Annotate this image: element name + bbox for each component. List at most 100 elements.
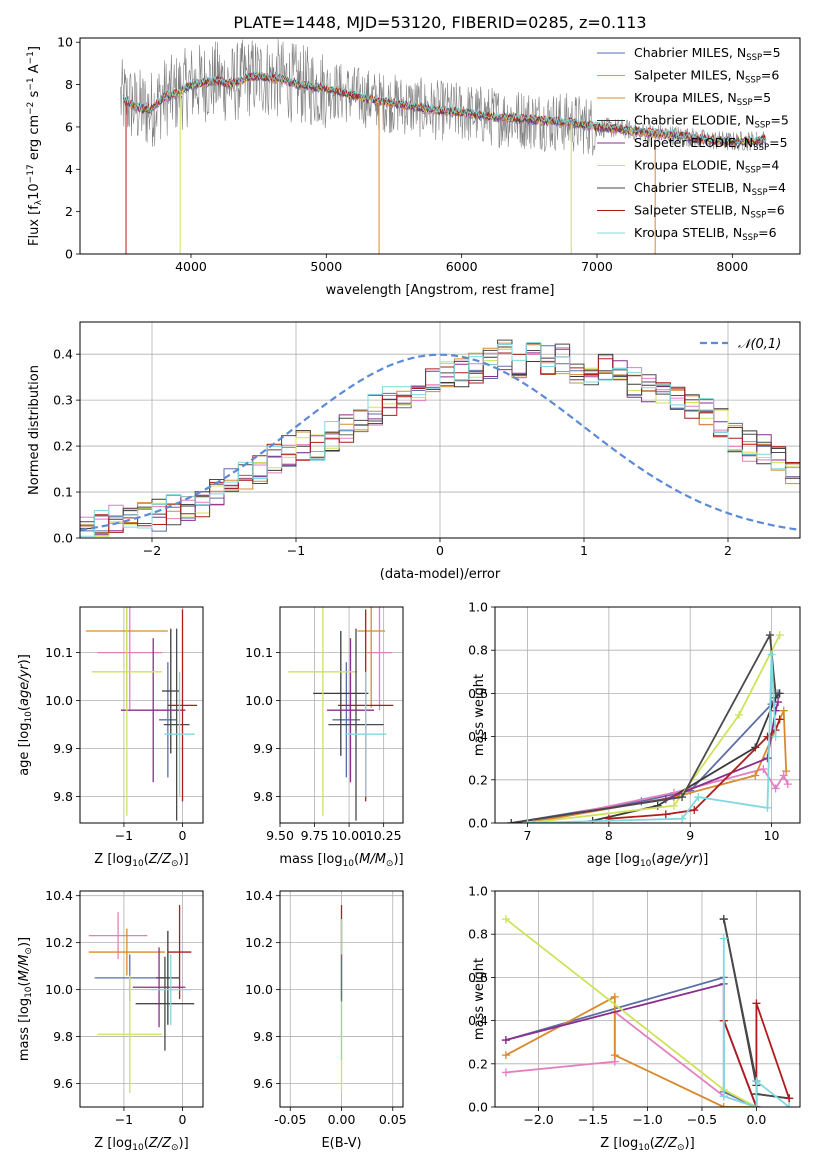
y-tick-label: 0.1 <box>53 485 73 500</box>
y-tick-label: 0.0 <box>468 1100 488 1115</box>
x-tick-label: 7 <box>524 828 532 843</box>
axes-mass-vs-Z: −1 0 9.6 9.8 10.0 10.2 10.4 Z [log10(Z/Z⊙)] mass… <box>17 888 204 1153</box>
x-tick-label: 0.05 <box>379 1112 407 1127</box>
y-axis-label: mass weight <box>472 958 487 1040</box>
x-tick-label: 1 <box>580 543 588 558</box>
plot-area <box>88 905 195 1093</box>
weight-marker <box>501 1036 510 1045</box>
y-tick-label: 9.8 <box>253 1029 273 1044</box>
legend-entry: Kroupa ELODIE, NSSP=4 <box>634 158 779 176</box>
x-axis-label: E(B-V) <box>321 1136 361 1151</box>
weight-series-line <box>527 654 777 823</box>
axes-residuals: −2 −1 0 1 2 0.0 0.1 0.2 0.3 0.4 (data-model)/error… <box>27 321 801 582</box>
y-tick-label: 9.8 <box>53 789 73 804</box>
x-tick-label: 10.25 <box>366 828 402 843</box>
y-tick-label: 9.8 <box>53 1029 73 1044</box>
histogram-step-line <box>80 343 800 533</box>
legend-entry: Chabrier STELIB, NSSP=4 <box>634 180 786 198</box>
weight-marker <box>719 934 728 943</box>
x-tick-label: 4000 <box>175 259 207 274</box>
axes-frame <box>494 606 801 824</box>
weight-marker <box>501 915 510 924</box>
x-tick-label: 8 <box>605 828 613 843</box>
x-tick-label: 7000 <box>581 259 613 274</box>
legend-entry: 𝒩(0,1) <box>738 337 781 352</box>
y-tick-label: 0 <box>65 247 73 262</box>
x-tick-label: 10 <box>764 828 780 843</box>
y-tick-label: 10 <box>57 35 73 50</box>
axes-frame <box>79 321 801 539</box>
weight-series-line <box>722 1003 790 1107</box>
y-tick-label: 8 <box>65 77 73 92</box>
y-tick-label: 4 <box>65 162 73 177</box>
x-axis-label: (data-model)/error <box>380 567 501 582</box>
weight-marker <box>771 784 780 793</box>
weight-marker <box>719 915 728 924</box>
weight-marker <box>752 1077 761 1086</box>
x-tick-label: 0 <box>436 543 444 558</box>
x-tick-label: 10.00 <box>331 828 367 843</box>
y-axis-label: mass weight <box>472 674 487 756</box>
x-tick-label: 9 <box>686 828 694 843</box>
weight-series-line <box>722 938 790 1107</box>
legend-entry: Chabrier MILES, NSSP=5 <box>634 45 781 63</box>
x-tick-label: 0.0 <box>746 1112 766 1127</box>
weight-marker <box>779 706 788 715</box>
x-tick-label: 8000 <box>716 259 748 274</box>
weight-marker <box>507 819 516 823</box>
gaussian-curve <box>80 353 800 531</box>
axes-weight-vs-age: 7 8 9 10 0.0 0.2 0.4 0.6 0.8 1.0 age [log10(age/yr… <box>468 600 801 869</box>
y-tick-label: 0.6 <box>468 970 488 985</box>
axes-spectrum: 4000 5000 6000 7000 8000 0 2 4 6 8 10 wavelength [A… <box>26 35 801 298</box>
x-tick-label: 0 <box>179 1112 187 1127</box>
y-tick-label: 10.1 <box>245 645 273 660</box>
y-tick-label: 10.0 <box>245 982 273 997</box>
weight-marker <box>779 771 788 780</box>
weight-marker <box>759 765 768 773</box>
x-tick-label: 6000 <box>446 259 478 274</box>
weight-marker <box>661 810 670 819</box>
y-tick-label: 10.1 <box>45 645 73 660</box>
legend-entry: Salpeter STELIB, NSSP=6 <box>634 203 785 221</box>
weight-marker <box>690 806 699 815</box>
x-tick-label: 0.00 <box>328 1112 356 1127</box>
x-tick-label: −1.5 <box>578 1112 608 1127</box>
y-axis-label: mass [log10(M/M⊙)] <box>17 937 34 1061</box>
x-tick-label: 2 <box>724 543 732 558</box>
legend: Chabrier MILES, NSSP=5 Salpeter MILES, NS… <box>597 45 789 243</box>
weight-marker <box>501 1051 510 1060</box>
x-tick-label: 0 <box>179 828 187 843</box>
x-tick-label: −1.0 <box>632 1112 662 1127</box>
plot-area <box>507 631 792 823</box>
axes-weight-vs-Z: −2.0 −1.5 −1.0 −0.5 0.0 0.0 0.2 0.4 0.6 0.8 1.0 Z [… <box>468 884 801 1153</box>
x-axis-label: age [log10(age/yr)] <box>587 852 709 869</box>
y-tick-label: 0.4 <box>53 347 73 362</box>
axes-frame <box>494 890 801 1108</box>
weight-marker <box>775 715 784 724</box>
weight-marker <box>765 631 774 640</box>
weight-marker <box>501 1068 510 1077</box>
plot-area <box>120 39 767 254</box>
y-tick-label: 10.0 <box>45 693 73 708</box>
y-tick-label: 0.0 <box>53 531 73 546</box>
y-axis-label: age [log10(age/yr)] <box>17 654 34 776</box>
x-tick-label: −1 <box>115 1112 133 1127</box>
y-tick-label: 0.0 <box>468 816 488 831</box>
y-tick-label: 0.3 <box>53 393 73 408</box>
y-tick-label: 0.4 <box>468 729 488 744</box>
weight-marker <box>771 732 780 741</box>
plot-area <box>80 339 800 537</box>
axes-age-vs-Z: −1 0 9.8 9.9 10.0 10.1 Z [log10(Z/Z⊙)] age [log… <box>17 606 204 869</box>
legend-entry: Kroupa STELIB, NSSP=6 <box>634 225 777 243</box>
y-tick-label: 0.2 <box>468 1056 488 1071</box>
weight-marker <box>783 780 792 789</box>
axes-frame <box>279 890 404 1108</box>
axes-frame <box>279 606 404 824</box>
y-tick-label: 1.0 <box>468 884 488 899</box>
weight-marker <box>763 754 772 763</box>
y-tick-label: 0.4 <box>468 1013 488 1028</box>
weight-marker <box>719 1103 728 1107</box>
axes-frame <box>79 890 204 1108</box>
plot-area <box>501 915 794 1107</box>
